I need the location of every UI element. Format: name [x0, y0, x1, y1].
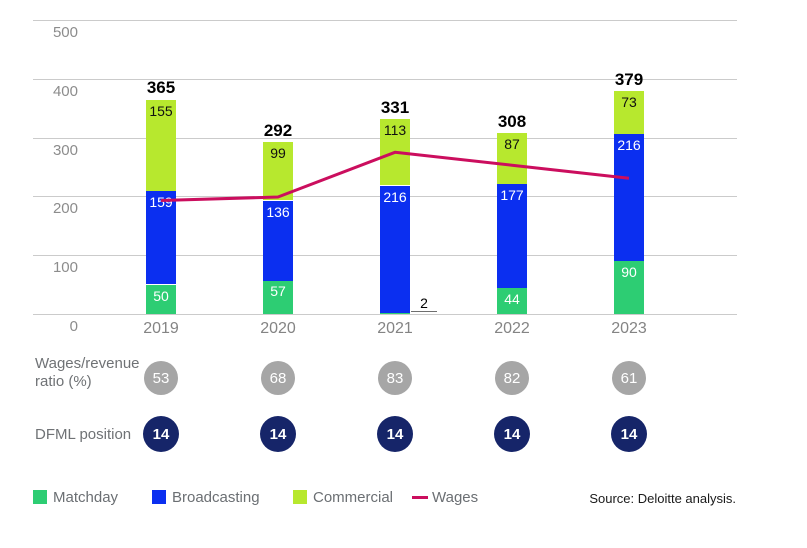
ratio-row-label-line1: Wages/revenue [35, 355, 140, 372]
dfml-circle-2021: 14 [377, 416, 413, 452]
bar-segment-label-matchday-2020: 57 [270, 283, 286, 299]
dfml-circle-2023: 14 [611, 416, 647, 452]
bar-segment-label-matchday-2022: 44 [504, 291, 520, 307]
y-tick-label-500: 500 [52, 24, 78, 41]
bar-segment-label-matchday-2023: 90 [621, 264, 637, 280]
ratio-row-label-line2: ratio (%) [35, 373, 92, 390]
legend-dash-wages [412, 496, 428, 499]
bar-segment-commercial-2023 [614, 91, 644, 134]
bar-segment-label-commercial-2020: 99 [270, 145, 286, 161]
dfml-circle-2019: 14 [143, 416, 179, 452]
bar-segment-broadcasting-2020 [263, 201, 293, 281]
bar-segment-label-broadcasting-2022: 177 [500, 187, 524, 203]
y-tick-label-300: 300 [52, 142, 78, 159]
legend-label-commercial: Commercial [313, 489, 394, 506]
bar-segment-label-broadcasting-2020: 136 [266, 204, 290, 220]
x-axis-label-2022: 2022 [494, 320, 530, 337]
x-axis-label-2021: 2021 [377, 320, 413, 337]
dfml-circle-2020: 14 [260, 416, 296, 452]
gridline-0 [33, 314, 737, 315]
legend-label-broadcasting: Broadcasting [172, 489, 260, 506]
bar-segment-matchday-2023 [614, 261, 644, 314]
legend-label-wages: Wages [432, 489, 479, 506]
ratio-circle-2020: 68 [261, 361, 295, 395]
bar-segment-label-commercial-2023: 73 [621, 94, 637, 110]
ratio-circle-2023: 61 [612, 361, 646, 395]
bar-segment-matchday-2021 [380, 313, 410, 314]
y-tick-label-200: 200 [52, 200, 78, 217]
source-note: Source: Deloitte analysis. [589, 491, 736, 506]
bar-total-label-2023: 379 [614, 70, 644, 89]
y-tick-label-0: 0 [69, 318, 78, 335]
bar-segment-leader-2021 [411, 311, 437, 312]
legend-swatch-matchday [33, 490, 47, 504]
ratio-circle-2021: 83 [378, 361, 412, 395]
bar-segment-label-broadcasting-2019: 159 [149, 194, 173, 210]
bar-segment-label-broadcasting-2021: 216 [383, 189, 407, 205]
legend-label-matchday: Matchday [53, 489, 119, 506]
bar-segment-label-commercial-2022: 87 [504, 136, 520, 152]
dfml-row-label: DFML position [35, 426, 132, 443]
legend-swatch-broadcasting [152, 490, 166, 504]
bar-segment-label-matchday-2019: 50 [153, 288, 169, 304]
bar-total-label-2022: 308 [497, 112, 527, 131]
bar-total-label-2019: 365 [146, 78, 176, 97]
bar-segment-matchday-2022 [497, 288, 527, 314]
bar-total-label-2020: 292 [263, 121, 293, 140]
bar-segment-label-matchday-2021: 2 [420, 295, 428, 311]
ratio-row-label: Wages/revenue ratio (%) [35, 355, 140, 391]
bar-segment-label-commercial-2019: 155 [149, 103, 173, 119]
bar-segment-matchday-2020 [263, 280, 293, 314]
dfml-circle-2022: 14 [494, 416, 530, 452]
gridline-400 [33, 79, 737, 80]
bar-total-label-2021: 331 [380, 98, 410, 117]
ratio-circle-2022: 82 [495, 361, 529, 395]
bar-segment-broadcasting-2023 [614, 134, 644, 261]
gridline-500 [33, 20, 737, 21]
legend-swatch-commercial [293, 490, 307, 504]
bar-segment-label-commercial-2021: 113 [383, 122, 407, 138]
ratio-circle-2019: 53 [144, 361, 178, 395]
x-axis-label-2019: 2019 [143, 320, 179, 337]
bar-segment-label-broadcasting-2023: 216 [617, 137, 641, 153]
bar-segment-matchday-2019 [146, 285, 176, 314]
bar-segment-broadcasting-2021 [380, 186, 410, 313]
y-tick-label-400: 400 [52, 83, 78, 100]
y-tick-label-100: 100 [52, 259, 78, 276]
x-axis-label-2023: 2023 [611, 320, 647, 337]
bar-segment-broadcasting-2019 [146, 191, 176, 284]
x-axis-label-2020: 2020 [260, 320, 296, 337]
